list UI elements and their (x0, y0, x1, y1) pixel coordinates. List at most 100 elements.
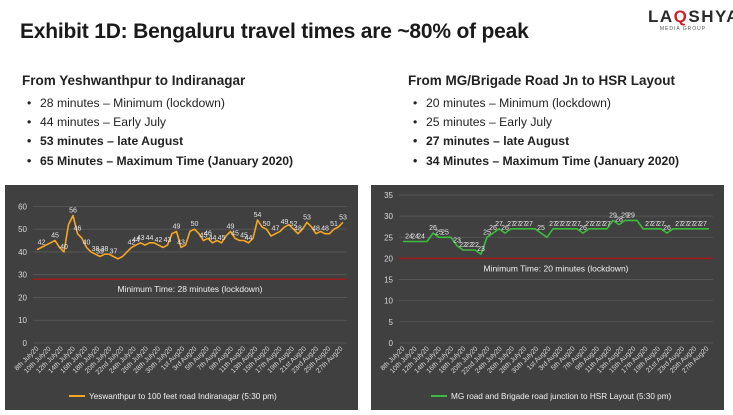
right-data-label: 23 (477, 246, 485, 253)
right-data-label: 27 (675, 221, 683, 228)
right-data-label: 27 (555, 221, 563, 228)
left-data-label: 48 (312, 226, 320, 233)
right-data-label: 27 (573, 221, 581, 228)
right-data-label: 27 (651, 221, 659, 228)
left-data-label: 42 (155, 237, 163, 244)
right-data-label: 27 (603, 221, 611, 228)
right-data-label: 29 (627, 212, 635, 219)
right-data-label: 26 (663, 225, 671, 232)
left-y-tick-label: 40 (18, 248, 27, 257)
right-data-label: 29 (621, 212, 629, 219)
left-data-label: 53 (339, 214, 347, 221)
left-data-label: 49 (227, 223, 235, 230)
left-data-label: 42 (128, 239, 136, 246)
left-data-label: 48 (294, 226, 302, 233)
left-data-label: 40 (60, 244, 68, 251)
right-data-label: 27 (645, 221, 653, 228)
left-route-heading: From Yeshwanthpur to Indiranagar (22, 73, 246, 88)
right-data-label: 27 (597, 221, 605, 228)
right-route-info: From MG/Brigade Road Jn to HSR Layout 20… (408, 73, 728, 171)
left-y-tick-label: 50 (18, 225, 27, 234)
left-data-label: 44 (245, 235, 253, 242)
left-y-tick-label: 60 (18, 202, 27, 211)
right-data-label: 25 (441, 229, 449, 236)
left-data-label: 52 (290, 221, 298, 228)
left-data-label: 37 (110, 248, 118, 255)
left-data-label: 45 (218, 235, 226, 242)
left-minimum-label: Minimum Time: 28 minutes (lockdown) (117, 284, 262, 294)
right-y-tick-label: 15 (384, 276, 393, 285)
right-y-tick-label: 30 (384, 212, 393, 221)
left-data-label: 44 (146, 235, 154, 242)
left-data-label: 46 (204, 230, 212, 237)
right-y-tick-label: 0 (389, 339, 394, 348)
right-data-label: 22 (459, 242, 467, 249)
left-data-label: 53 (303, 214, 311, 221)
left-route-item: 65 Minutes – Maximum Time (January 2020) (27, 152, 342, 171)
right-data-label: 24 (411, 234, 419, 241)
right-data-label: 27 (549, 221, 557, 228)
right-y-tick-label: 25 (384, 233, 393, 242)
left-line-chart: 0 10 20 30 40 50 60 Minimum Time: 28 minutes (l… (14, 202, 347, 401)
left-chart-panel: 0 10 20 30 40 50 60 Minimum Time: 28 minutes (l… (5, 185, 358, 410)
right-data-label: 27 (495, 221, 503, 228)
right-data-label: 27 (519, 221, 527, 228)
left-data-label: 45 (200, 233, 208, 240)
right-route-item: 27 minutes – late August (413, 132, 728, 151)
right-line-chart: 0 5 10 15 20 25 30 35 Minimum Time: 20 minutes (… (380, 191, 713, 401)
left-legend-label: Yeswanthpur to 100 feet road Indiranagar… (89, 392, 277, 401)
right-data-label: 27 (693, 221, 701, 228)
logo-wordmark: LAQSHYA (648, 7, 733, 26)
right-series-line (403, 219, 709, 255)
right-data-label: 24 (405, 234, 413, 241)
right-data-label: 27 (687, 221, 695, 228)
left-route-item: 44 minutes – Early July (27, 113, 342, 132)
right-data-label: 27 (681, 221, 689, 228)
left-data-label: 38 (92, 246, 100, 253)
left-data-label: 47 (272, 226, 280, 233)
left-data-label: 44 (132, 237, 140, 244)
brand-logo: LAQSHYA MEDIA GROUP (648, 7, 733, 33)
right-route-item: 25 minutes – Early July (413, 113, 728, 132)
right-data-label: 27 (513, 221, 521, 228)
right-data-label: 25 (483, 229, 491, 236)
left-data-label: 56 (69, 207, 77, 214)
right-data-label: 23 (453, 238, 461, 245)
left-data-label: 48 (321, 226, 329, 233)
left-data-label: 49 (281, 219, 289, 226)
left-data-label: 43 (137, 235, 145, 242)
left-data-label: 51 (330, 221, 338, 228)
right-data-label: 27 (699, 221, 707, 228)
right-y-tick-label: 5 (389, 318, 394, 327)
left-y-tick-label: 0 (23, 339, 28, 348)
left-data-label: 50 (263, 221, 271, 228)
logo-subtitle: MEDIA GROUP (659, 26, 707, 32)
right-data-label: 29 (609, 212, 617, 219)
left-data-label: 42 (38, 239, 46, 246)
right-data-label: 24 (417, 234, 425, 241)
right-data-label: 27 (567, 221, 575, 228)
right-route-item: 20 minutes – Minimum (lockdown) (413, 94, 728, 113)
right-data-label: 25 (435, 229, 443, 236)
right-y-tick-label: 20 (384, 254, 393, 263)
left-data-label: 46 (74, 226, 82, 233)
left-data-label: 38 (101, 246, 109, 253)
left-data-label: 45 (231, 230, 239, 237)
right-y-tick-label: 35 (384, 191, 393, 200)
left-data-label: 44 (209, 235, 217, 242)
right-data-label: 27 (561, 221, 569, 228)
right-route-item: 34 Minutes – Maximum Time (January 2020) (413, 152, 728, 171)
right-data-label: 22 (471, 242, 479, 249)
left-data-label: 43 (164, 237, 172, 244)
right-legend-label: MG road and Brigade road junction to HSR… (451, 392, 672, 401)
right-minimum-label: Minimum Time: 20 minutes (lockdown) (483, 263, 628, 273)
left-data-label: 40 (83, 239, 91, 246)
left-route-item: 53 minutes – late August (27, 132, 342, 151)
left-data-label: 43 (177, 239, 185, 246)
left-route-info: From Yeshwanthpur to Indiranagar 28 minu… (22, 73, 342, 171)
left-y-tick-label: 30 (18, 271, 27, 280)
right-data-label: 26 (579, 225, 587, 232)
right-data-label: 27 (591, 221, 599, 228)
left-data-label: 39 (96, 248, 104, 255)
right-data-label: 27 (585, 221, 593, 228)
